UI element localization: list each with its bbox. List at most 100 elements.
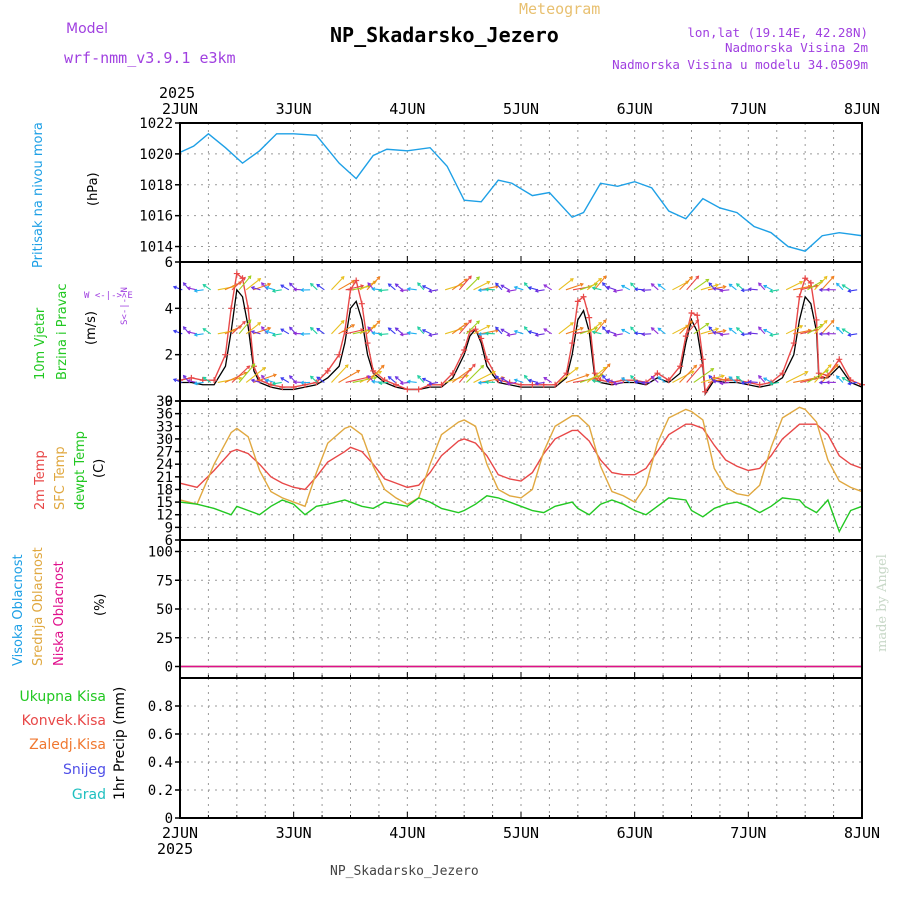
wind-arrow [651, 327, 659, 335]
wind-arrow-head [585, 373, 590, 378]
wind-arrow [507, 333, 517, 336]
y-tick-label: 18 [156, 482, 173, 498]
gust-marker [347, 286, 354, 293]
gust-marker [228, 305, 235, 312]
wind-arrow [736, 376, 744, 383]
wind-arrow-head [193, 381, 198, 386]
wind-arrow-head [417, 374, 421, 379]
wind-arrow-head [799, 325, 804, 329]
gust-marker [608, 379, 615, 386]
wind-arrow [280, 284, 290, 291]
wind-arrow [558, 278, 574, 291]
wind-arrow-head [463, 278, 468, 283]
wind-arrow-head [500, 284, 505, 289]
temp-legend-dew: dewpt Temp [73, 431, 88, 510]
gust-marker [478, 335, 485, 342]
wind-arrow [245, 367, 266, 383]
wind-arrow-head [378, 288, 383, 293]
wind-arrow [187, 380, 197, 384]
station-title: NP_Skadarsko_Jezero [330, 23, 559, 47]
wind-arrow-head [740, 380, 745, 385]
wind-arrow-head [719, 381, 724, 386]
wind-arrow [558, 367, 579, 383]
gust-marker [569, 340, 576, 347]
temp-legend-2m: 2m Temp [33, 450, 48, 510]
wind-arrow-head [193, 288, 198, 293]
wind-arrow-head [818, 287, 823, 292]
wind-arrow [613, 289, 623, 292]
wind-arrow-head [267, 326, 272, 331]
wind-arrow [388, 327, 396, 335]
wind-arrow-head [569, 322, 574, 326]
y-tick-label: 30 [156, 432, 173, 448]
wind-arrow-head [705, 278, 710, 283]
wind-arrow [728, 283, 737, 291]
frame-layer: 2JUN 2JUN 3JUN 3JUN 4JUN 4JUN 5JUN 5JUN 6JUN 6JUN… [139, 100, 880, 842]
wind-arrow-head [630, 326, 634, 331]
wind-arrow-head [835, 326, 840, 331]
top-day-label: 3JUN [276, 100, 312, 118]
wind-arrow [388, 283, 396, 291]
wind-arrow-head [292, 331, 297, 336]
wind-arrow [400, 381, 410, 384]
wind-arrow-head [491, 370, 496, 375]
wind-arrow-head [182, 326, 187, 330]
wind-arrow [814, 276, 828, 291]
wind-arrow [238, 275, 252, 291]
wind-arrow-head [271, 381, 276, 386]
y-tick-label: 12 [156, 508, 173, 524]
wind-arrow-head [606, 329, 611, 334]
wind-arrow-head [715, 283, 720, 288]
wind-arrow [388, 376, 396, 383]
wind-arrow-head [380, 364, 385, 369]
wind-arrow-head [747, 331, 752, 336]
wind-arrow-head [641, 332, 646, 337]
wind-arrow [251, 379, 261, 383]
wind-arrow [848, 333, 858, 336]
wind-arrow [316, 284, 325, 291]
wind-arrow-head [715, 327, 720, 332]
bottom-day-label: 7JUN [730, 824, 766, 842]
wind-arrow [202, 284, 212, 291]
wind-arrow [686, 275, 699, 291]
wind-arrow-head [506, 288, 511, 293]
gust-marker [466, 328, 473, 335]
wind-arrow [848, 289, 858, 292]
y-tick-label: 4 [165, 301, 173, 317]
wind-arrow-head [428, 381, 433, 386]
wind-arrow-head [280, 284, 285, 289]
gust-marker [267, 381, 274, 388]
wind-arrow-head [523, 282, 528, 286]
wind-arrow-head [693, 364, 698, 369]
wind-arrow-head [371, 287, 376, 292]
wind-arrow-head [261, 326, 265, 330]
wind-arrow-head [387, 375, 392, 380]
wind-arrow [272, 289, 282, 292]
top-day-label: 6JUN [617, 100, 653, 118]
wind-arrow [316, 376, 325, 383]
wind-arrow-head [316, 327, 321, 332]
wind-arrow [770, 289, 780, 292]
wind-arrow-head [769, 288, 774, 293]
gust-marker [796, 293, 803, 300]
footer-station: NP_Skadarsko_Jezero [330, 864, 479, 879]
wind-arrow-head [257, 277, 262, 282]
wind-arrow [429, 289, 439, 292]
wind-arrow-head [719, 332, 724, 337]
precip-legend-frozen: Zaledj.Kisa [29, 737, 106, 753]
wind-arrow-head [513, 285, 518, 290]
wind-arrow [807, 280, 824, 291]
y-tick-label: 36 [156, 407, 173, 423]
wind-arrow [642, 381, 652, 384]
wind-arrow-head [591, 330, 596, 335]
wind-arrow-head [513, 378, 518, 383]
y-tick-label: 0 [165, 660, 173, 676]
gust-marker [415, 386, 422, 393]
wind-arrow [535, 289, 545, 292]
wind-arrow [422, 329, 432, 335]
wind-arrow-head [602, 374, 606, 379]
wind-arrow-head [728, 283, 733, 288]
y-tick-label: 21 [156, 470, 173, 486]
wind-arrow [217, 285, 236, 291]
wind-arrow [261, 282, 268, 291]
